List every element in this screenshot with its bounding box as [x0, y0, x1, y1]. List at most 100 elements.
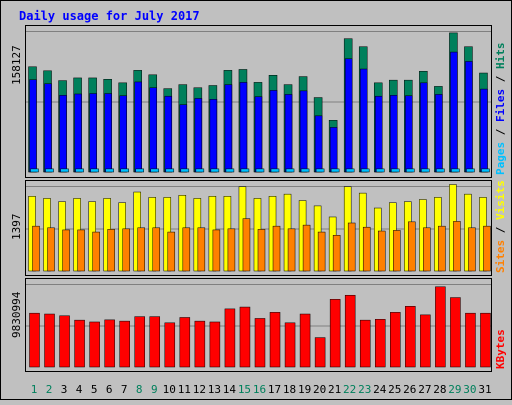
bar-kbytes-12	[194, 320, 206, 368]
bar-sites-9	[152, 227, 161, 272]
bar-files-24	[374, 95, 383, 173]
bar-sites-30	[468, 227, 476, 272]
bar-sites-20	[317, 231, 326, 272]
bar-pages-12	[195, 168, 205, 173]
bar-pages-23	[360, 168, 370, 173]
side-legend-top-0: Pages	[494, 142, 507, 175]
ymax-label-middle: 1397	[10, 214, 23, 241]
bar-sites-4	[77, 229, 85, 272]
bar-files-20	[314, 115, 323, 173]
x-tick-29: 29	[448, 383, 461, 396]
bar-kbytes-4	[74, 319, 85, 368]
bar-files-30	[465, 61, 473, 173]
bar-kbytes-23	[359, 319, 371, 368]
x-tick-19: 19	[298, 383, 311, 396]
x-tick-21: 21	[328, 383, 341, 396]
bar-kbytes-19	[299, 313, 311, 368]
x-tick-10: 10	[163, 383, 176, 396]
x-tick-9: 9	[151, 383, 158, 396]
x-tick-11: 11	[178, 383, 191, 396]
ymax-label-bottom: 9830994	[10, 291, 23, 338]
bar-files-22	[344, 58, 353, 173]
x-tick-5: 5	[91, 383, 98, 396]
side-legend-middle-0: Sites	[494, 240, 507, 273]
bar-sites-6	[107, 229, 115, 272]
bar-kbytes-6	[104, 319, 115, 368]
bar-pages-18	[285, 168, 295, 173]
bar-pages-28	[436, 168, 445, 173]
chart-title: Daily usage for July 2017	[19, 9, 200, 23]
bar-files-1	[29, 79, 37, 173]
bar-pages-19	[300, 168, 310, 173]
bar-kbytes-1	[29, 312, 40, 368]
x-tick-1: 1	[31, 383, 38, 396]
bar-files-23	[359, 68, 368, 173]
bar-pages-17	[270, 168, 280, 173]
bar-files-10	[164, 95, 173, 173]
bar-kbytes-25	[390, 312, 401, 368]
bar-sites-18	[287, 228, 296, 272]
bar-kbytes-7	[119, 320, 130, 368]
bar-pages-5	[90, 168, 99, 173]
x-tick-6: 6	[106, 383, 113, 396]
bar-files-26	[405, 95, 413, 173]
side-legend-top-1: /	[494, 122, 507, 142]
bar-pages-20	[315, 168, 325, 173]
bar-sites-11	[182, 227, 191, 272]
bar-files-29	[450, 51, 458, 173]
bar-kbytes-14	[224, 308, 236, 368]
bar-pages-14	[225, 168, 235, 173]
x-tick-27: 27	[418, 383, 431, 396]
bar-files-11	[179, 104, 188, 173]
bar-sites-3	[62, 229, 70, 272]
bar-files-17	[269, 90, 278, 173]
side-legend-middle-2: Visits	[494, 180, 507, 220]
x-tick-8: 8	[136, 383, 143, 396]
bar-kbytes-24	[374, 319, 386, 368]
ymax-label-top: 158127	[10, 45, 23, 85]
bar-kbytes-13	[209, 321, 221, 368]
bar-pages-26	[406, 168, 415, 173]
bar-sites-29	[453, 221, 461, 272]
bar-files-4	[74, 93, 82, 173]
x-tick-31: 31	[478, 383, 491, 396]
bar-sites-19	[302, 224, 311, 272]
bar-pages-22	[345, 168, 355, 173]
x-tick-18: 18	[283, 383, 296, 396]
bar-pages-16	[255, 168, 265, 173]
bar-kbytes-31	[480, 312, 491, 368]
x-tick-3: 3	[61, 383, 68, 396]
bar-pages-11	[180, 168, 190, 173]
bar-sites-23	[362, 226, 371, 272]
x-tick-30: 30	[463, 383, 476, 396]
side-legend-top-3: /	[494, 69, 507, 89]
bar-files-2	[44, 83, 52, 173]
side-legend-top-4: Hits	[494, 43, 507, 70]
bar-sites-8	[137, 227, 145, 272]
bar-sites-12	[197, 227, 206, 272]
bar-sites-22	[347, 222, 356, 272]
bar-kbytes-9	[149, 316, 161, 368]
bar-files-14	[224, 84, 233, 173]
bar-files-25	[390, 95, 398, 173]
x-tick-2: 2	[46, 383, 53, 396]
bar-pages-1	[30, 168, 39, 173]
bar-sites-15	[242, 218, 251, 272]
bar-pages-13	[210, 168, 220, 173]
x-tick-15: 15	[238, 383, 251, 396]
x-tick-25: 25	[388, 383, 401, 396]
bar-kbytes-2	[44, 313, 55, 368]
bar-kbytes-8	[134, 316, 145, 368]
bar-files-6	[104, 93, 112, 173]
bar-files-15	[239, 82, 248, 173]
bar-sites-25	[393, 230, 401, 272]
bar-files-27	[420, 82, 428, 173]
bar-kbytes-22	[344, 294, 356, 368]
bar-kbytes-3	[59, 315, 70, 368]
bar-sites-17	[272, 225, 281, 272]
x-tick-17: 17	[268, 383, 281, 396]
bar-files-12	[194, 98, 203, 173]
panel-top	[25, 25, 492, 178]
